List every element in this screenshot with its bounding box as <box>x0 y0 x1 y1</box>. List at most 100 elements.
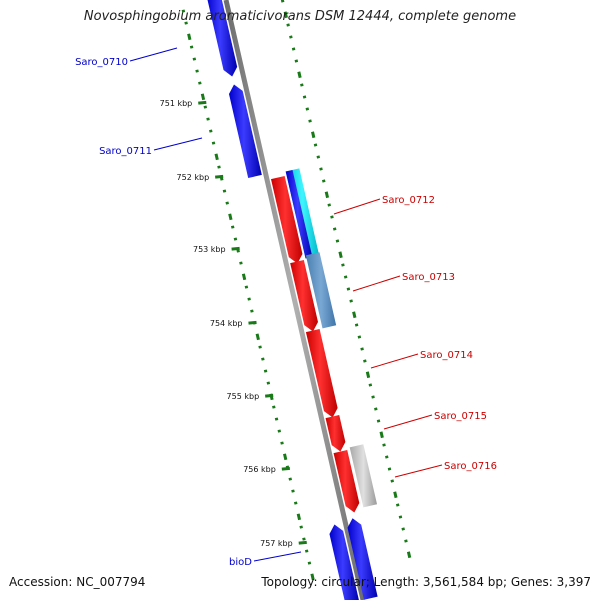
highlight-bar-gray[interactable] <box>349 444 378 508</box>
gene-label-saro-0714[interactable]: Saro_0714 <box>420 350 473 361</box>
highlight-bar-steelblue[interactable] <box>305 252 337 329</box>
gc-track-left-mark <box>288 477 292 481</box>
gc-track-right-mark <box>332 227 337 231</box>
gene-arrow-bioD-b[interactable] <box>347 518 378 600</box>
gc-track-left-mark <box>189 45 194 49</box>
gc-track-right-mark <box>308 119 312 123</box>
scale-tick <box>281 466 291 471</box>
gc-track-left-mark <box>280 441 284 445</box>
summary-text: Topology: circular; Length: 3,561,584 bp… <box>261 575 591 589</box>
gene-label-leader <box>370 353 419 369</box>
scale-tick <box>248 320 257 325</box>
feature-track <box>206 0 378 600</box>
gene-label-biod[interactable]: bioD <box>229 557 252 568</box>
scale-tick-label: 752 kbp <box>177 173 210 182</box>
gc-track-right-mark <box>398 515 403 519</box>
gc-track-left-mark <box>277 429 282 433</box>
gene-label-saro-0710[interactable]: Saro_0710 <box>75 57 128 68</box>
gc-track-right-mark <box>365 371 371 379</box>
gene-label-leader <box>333 198 381 215</box>
gc-track-right-mark <box>302 95 307 99</box>
scale-tick-label: 756 kbp <box>243 465 276 474</box>
gc-track-right-mark <box>357 335 362 339</box>
gc-track-left-mark <box>211 141 216 145</box>
gc-track-left-mark <box>214 153 219 161</box>
accession-text: Accession: NC_007794 <box>9 575 146 589</box>
gc-track-right-mark <box>360 347 364 351</box>
gc-track-left-mark <box>266 381 271 385</box>
gene-label-leader <box>394 464 443 478</box>
gc-track-right-mark <box>363 359 367 363</box>
gc-track-left-mark <box>209 129 213 133</box>
gc-track-right-mark <box>341 263 345 267</box>
gene-arrow-bioD-a[interactable] <box>329 524 359 600</box>
gc-track-right-mark <box>327 203 331 207</box>
gc-track-left-mark <box>299 525 303 529</box>
gc-track-right-mark <box>401 527 405 531</box>
gc-track-left-mark <box>304 549 309 553</box>
gc-track-left-mark <box>220 177 224 181</box>
gc-track-right-mark <box>346 287 351 291</box>
gc-track-left-mark <box>230 225 235 229</box>
gc-track-left-mark <box>206 117 210 121</box>
gene-arrow-saro-0716[interactable] <box>333 449 360 513</box>
gc-track-left-mark <box>302 537 306 541</box>
gc-track-right-mark <box>297 71 302 79</box>
gene-label-leader <box>253 551 302 562</box>
gc-track-right-mark <box>382 443 386 447</box>
gc-track-right-mark <box>300 83 304 87</box>
gc-track-right-mark <box>289 35 293 39</box>
gene-arrow-saro-0712[interactable] <box>270 175 303 264</box>
gc-track-left-mark <box>261 357 265 361</box>
gc-track-right-mark <box>319 167 323 171</box>
gc-track-right-mark <box>393 491 398 499</box>
gc-track-right-mark <box>335 239 340 243</box>
gene-arrow-saro-0714[interactable] <box>305 328 338 418</box>
gene-label-saro-0711[interactable]: Saro_0711 <box>99 146 152 157</box>
gc-track-left-mark <box>307 561 312 565</box>
gc-track-right-mark <box>294 59 299 63</box>
gene-label-saro-0712[interactable]: Saro_0712 <box>382 195 435 206</box>
scale-track: 751 kbp 752 kbp 753 kbp 754 kbp 755 kbp 756 k… <box>160 99 307 548</box>
map-title: Novosphingobium aromaticivorans DSM 1244… <box>83 9 517 24</box>
gc-track-right-mark <box>305 107 310 111</box>
gc-track-right-mark <box>286 23 290 27</box>
gc-track-right-mark <box>283 11 288 19</box>
gc-track-right-mark <box>316 155 321 159</box>
gc-track-left-mark <box>203 105 208 109</box>
gc-track-left-mark <box>181 9 186 13</box>
scale-tick-label: 754 kbp <box>210 319 243 328</box>
scale-tick <box>198 100 207 105</box>
gene-arrow-saro-0715[interactable] <box>325 414 346 452</box>
gc-track-left-mark <box>225 201 229 205</box>
gc-track-right-mark <box>385 455 389 459</box>
backbone-line <box>223 0 366 600</box>
scale-tick-label: 755 kbp <box>227 392 260 401</box>
gc-track-left-mark <box>263 369 268 373</box>
gc-track-right-mark <box>321 179 326 183</box>
gc-track-left-mark <box>244 285 249 289</box>
gc-track-left-mark <box>293 501 298 505</box>
gc-track-left-mark <box>272 405 276 409</box>
gc-track-right-mark <box>349 299 353 303</box>
gc-track-left-mark <box>247 297 251 301</box>
gc-track-left-mark <box>228 213 233 221</box>
gc-track-right-mark <box>379 431 384 439</box>
gene-arrow-saro-0713[interactable] <box>290 259 318 332</box>
gene-arrow-saro-0711[interactable] <box>229 84 262 179</box>
gene-label-leader <box>153 137 203 151</box>
gc-track-left-mark <box>198 81 202 85</box>
scale-tick <box>231 246 240 251</box>
gc-track-right-mark <box>404 539 408 543</box>
gene-arrow-saro-0710[interactable] <box>206 0 238 77</box>
gc-track-left-mark <box>217 165 221 169</box>
gc-track-left-mark <box>310 573 315 581</box>
gc-track-right-mark <box>368 383 373 387</box>
gene-label-leader <box>129 47 178 62</box>
scale-tick-label: 751 kbp <box>160 99 193 108</box>
highlight-bar-blue[interactable] <box>285 169 313 259</box>
gene-label-saro-0713[interactable]: Saro_0713 <box>402 272 455 283</box>
gene-label-saro-0716[interactable]: Saro_0716 <box>444 461 497 472</box>
gene-label-saro-0715[interactable]: Saro_0715 <box>434 411 487 422</box>
